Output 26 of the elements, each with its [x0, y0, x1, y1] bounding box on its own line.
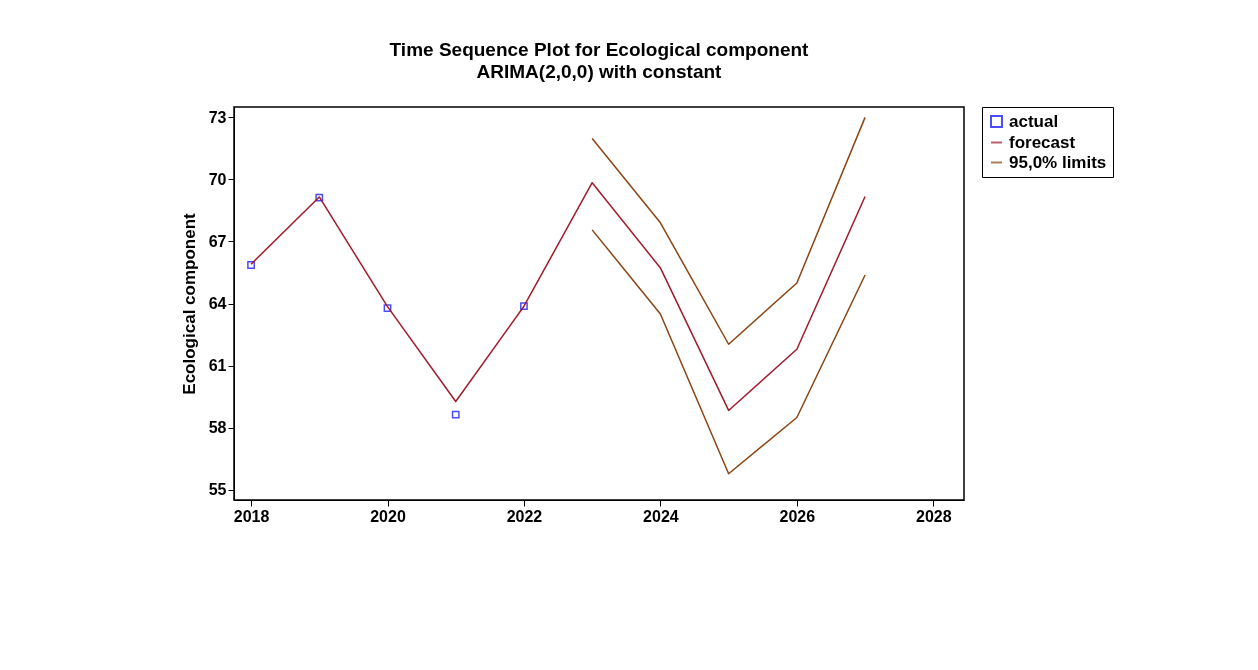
point — [451, 410, 460, 419]
line-series — [591, 229, 866, 475]
x-tick-label: 2028 — [916, 507, 952, 525]
x-tick-label: 2026 — [779, 507, 816, 525]
y-tick-label: 58 — [208, 419, 227, 437]
y-tick-label: 55 — [208, 481, 227, 499]
point — [247, 261, 255, 269]
y-tick-label: 61 — [208, 357, 227, 375]
chart-subtitle: ARIMA(2,0,0) with constant — [476, 60, 723, 82]
y-tick-label: 73 — [208, 108, 227, 126]
x-tick-label: 2018 — [233, 507, 270, 525]
x-tick-label: 2024 — [643, 507, 679, 525]
legend-label: 95,0% limits — [1009, 152, 1107, 172]
line-series — [591, 116, 866, 345]
chart-title: Time Sequence Plot for Ecological component — [389, 38, 810, 60]
y-tick-label: 67 — [208, 232, 227, 250]
x-tick-label: 2020 — [370, 507, 406, 525]
point — [520, 302, 528, 311]
y-tick-label: 64 — [208, 295, 227, 312]
y-axis-title: Ecological component — [179, 212, 199, 395]
y-tick-label: 70 — [208, 170, 227, 188]
legend-label: actual — [1009, 111, 1059, 131]
legend-label: forecast — [1009, 132, 1076, 152]
point — [315, 193, 324, 202]
point — [383, 304, 392, 312]
x-tick-label: 2022 — [506, 507, 543, 525]
